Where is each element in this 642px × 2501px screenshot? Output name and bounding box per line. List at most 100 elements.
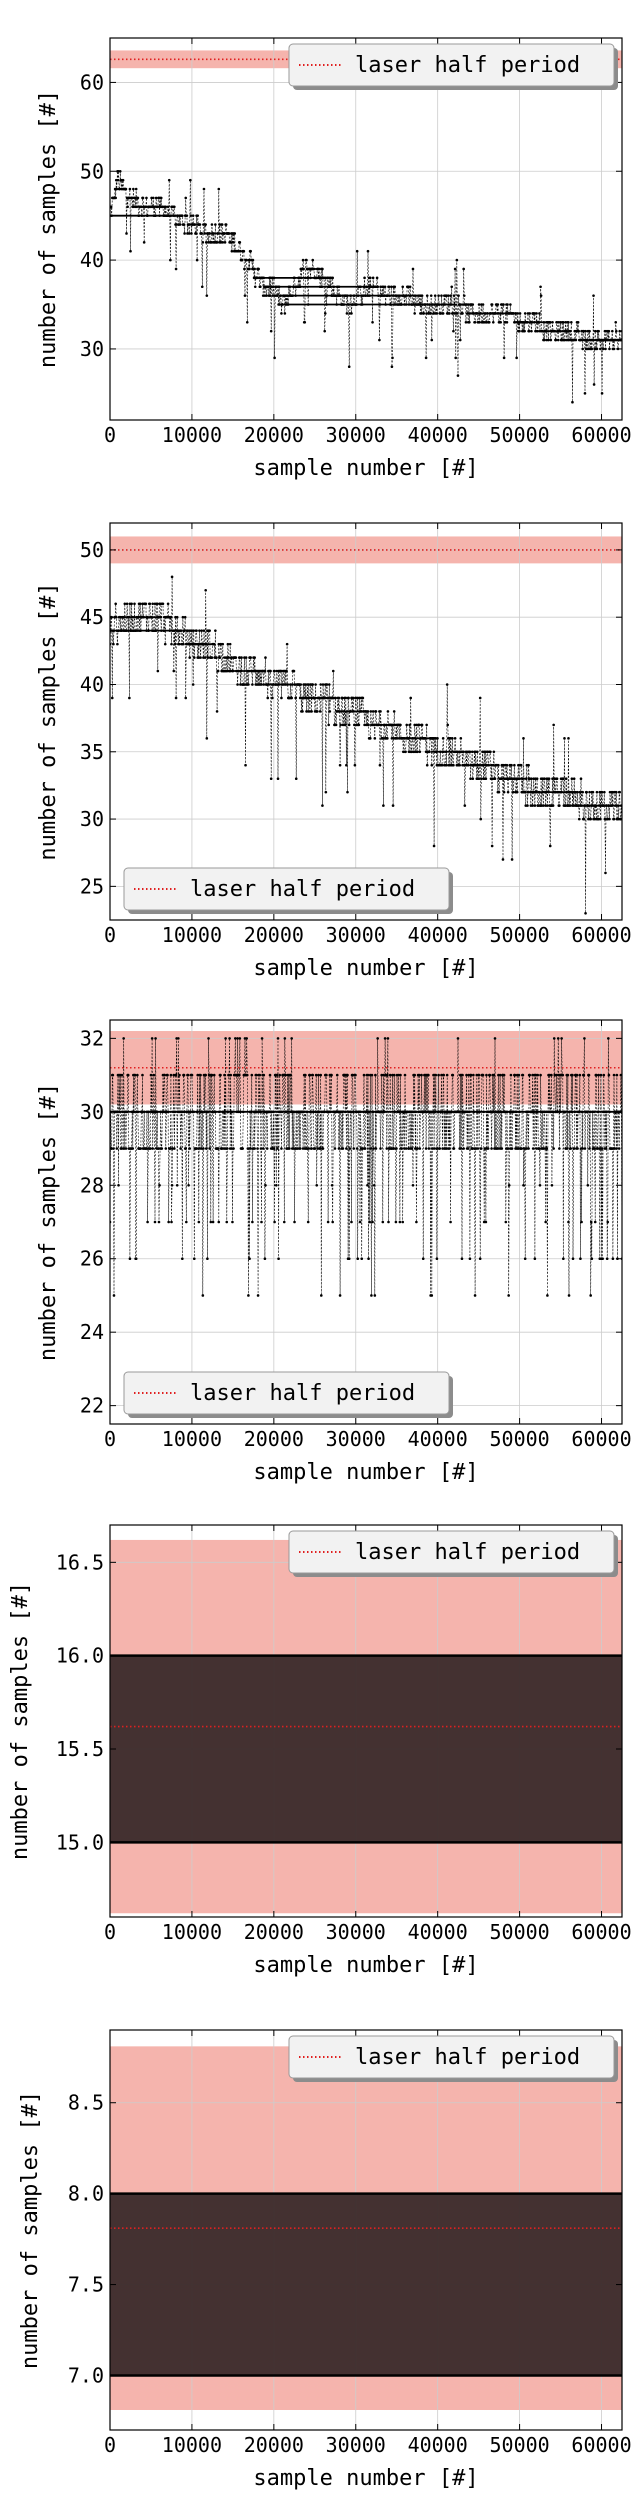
sample-point xyxy=(130,602,133,606)
sample-point xyxy=(192,1257,196,1261)
sample-point xyxy=(571,400,574,404)
sample-point xyxy=(350,312,353,315)
x-tick-label: 10000 xyxy=(162,1920,222,1944)
y-tick-label: 22 xyxy=(80,1394,104,1418)
sample-point xyxy=(618,329,622,333)
sample-point xyxy=(150,1037,154,1040)
sample-point xyxy=(527,763,530,767)
sample-point xyxy=(224,223,228,226)
sample-point xyxy=(368,276,372,280)
x-tick-label: 50000 xyxy=(489,1920,549,1944)
sample-point xyxy=(592,383,596,386)
sample-point xyxy=(347,723,351,727)
sample-point xyxy=(484,777,488,780)
x-tick-label: 50000 xyxy=(489,923,549,947)
sample-point xyxy=(409,696,413,700)
sample-point xyxy=(599,817,602,821)
sample-point xyxy=(455,258,459,262)
sample-point xyxy=(445,683,449,686)
sample-point xyxy=(502,303,505,306)
sample-point xyxy=(266,696,270,700)
x-tick-label: 20000 xyxy=(244,2433,304,2457)
sample-point xyxy=(224,1037,227,1040)
sample-point xyxy=(595,347,599,351)
sample-point xyxy=(599,347,602,351)
sample-point xyxy=(341,696,344,700)
sample-point xyxy=(283,1037,287,1040)
sample-point xyxy=(526,804,529,807)
legend-label: laser half period xyxy=(190,1381,415,1406)
sample-point xyxy=(549,338,553,342)
sample-point xyxy=(265,294,268,297)
sample-point xyxy=(277,1257,280,1261)
sample-point xyxy=(280,696,283,700)
sample-point xyxy=(138,602,142,606)
sample-point xyxy=(288,1147,291,1150)
legend-label: laser half period xyxy=(355,1540,580,1565)
sample-point xyxy=(317,267,321,271)
sample-point xyxy=(128,187,132,191)
sample-point xyxy=(169,1147,172,1150)
y-tick-label: 28 xyxy=(80,1173,104,1197)
sample-point xyxy=(497,763,500,767)
sample-point xyxy=(479,817,483,821)
sample-point xyxy=(280,1147,283,1150)
x-tick-label: 40000 xyxy=(408,423,468,447)
sample-point xyxy=(461,312,464,315)
sample-point xyxy=(188,656,192,659)
sample-point xyxy=(502,356,506,360)
sample-point xyxy=(221,241,225,244)
x-tick-label: 20000 xyxy=(244,1427,304,1451)
sample-point xyxy=(263,1257,267,1261)
y-axis-label: number of samples [#] xyxy=(36,90,61,368)
sample-point xyxy=(187,232,191,235)
sample-point xyxy=(209,1220,213,1224)
sample-point xyxy=(496,303,500,306)
sample-point xyxy=(314,683,317,686)
legend: laser half period xyxy=(288,2035,618,2082)
sample-point xyxy=(163,642,167,646)
sample-point xyxy=(373,737,377,740)
sample-point xyxy=(204,241,208,244)
sample-point xyxy=(572,1147,576,1150)
sample-point xyxy=(430,763,434,767)
y-tick-label: 7.5 xyxy=(68,2273,104,2297)
sample-point xyxy=(382,804,385,807)
sample-point xyxy=(182,642,185,646)
sample-point xyxy=(607,329,611,333)
sample-point xyxy=(154,196,158,200)
sample-point xyxy=(430,338,434,342)
x-tick-label: 60000 xyxy=(571,923,631,947)
sample-point xyxy=(470,750,474,754)
sample-point xyxy=(214,629,217,632)
sample-point xyxy=(145,196,148,200)
sample-point xyxy=(265,1147,269,1150)
sample-point xyxy=(428,750,431,754)
sample-point xyxy=(152,1073,156,1077)
sample-point xyxy=(190,232,193,235)
x-tick-label: 0 xyxy=(104,2433,116,2457)
sample-point xyxy=(133,602,136,606)
sample-point xyxy=(515,356,518,360)
sample-point xyxy=(268,1073,272,1077)
sample-point xyxy=(250,1073,254,1077)
plot-area xyxy=(110,1020,622,1424)
sample-point xyxy=(170,1220,173,1224)
sample-point xyxy=(151,1147,155,1150)
x-axis-label: sample number [#] xyxy=(253,2466,478,2491)
sample-point xyxy=(570,320,573,324)
sample-point xyxy=(245,320,249,324)
sample-point xyxy=(164,1147,168,1150)
sample-point xyxy=(390,365,394,368)
plot-area xyxy=(110,2030,622,2430)
sample-point xyxy=(253,1147,256,1150)
sample-point xyxy=(169,1073,173,1077)
sample-point xyxy=(600,790,604,794)
sample-point xyxy=(378,338,381,342)
sample-point xyxy=(189,178,192,182)
sample-band-fill xyxy=(110,1655,622,1843)
sample-point xyxy=(378,763,382,767)
legend: laser half period xyxy=(288,1530,618,1577)
x-tick-label: 50000 xyxy=(489,423,549,447)
